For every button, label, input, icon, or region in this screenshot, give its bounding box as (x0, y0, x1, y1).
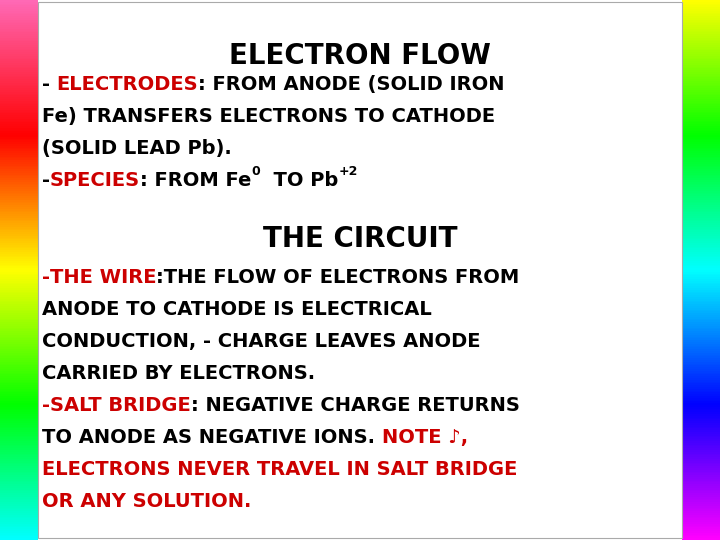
Text: 0: 0 (251, 165, 260, 178)
Text: : NEGATIVE CHARGE RETURNS: : NEGATIVE CHARGE RETURNS (191, 396, 520, 415)
Text: -: - (42, 171, 50, 190)
Text: -: - (42, 268, 50, 287)
Text: ANODE TO CATHODE IS ELECTRICAL: ANODE TO CATHODE IS ELECTRICAL (42, 300, 432, 319)
Text: CONDUCTION, - CHARGE LEAVES ANODE: CONDUCTION, - CHARGE LEAVES ANODE (42, 332, 480, 351)
Text: NOTE ♪,: NOTE ♪, (382, 428, 468, 447)
Text: Fe) TRANSFERS ELECTRONS TO CATHODE: Fe) TRANSFERS ELECTRONS TO CATHODE (42, 107, 495, 126)
Text: THE CIRCUIT: THE CIRCUIT (263, 225, 457, 253)
Text: : FROM Fe: : FROM Fe (140, 171, 251, 190)
Text: TO ANODE AS NEGATIVE IONS.: TO ANODE AS NEGATIVE IONS. (42, 428, 382, 447)
Text: OR ANY SOLUTION.: OR ANY SOLUTION. (42, 492, 251, 511)
Text: :THE FLOW OF ELECTRONS FROM: :THE FLOW OF ELECTRONS FROM (156, 268, 520, 287)
Text: -: - (42, 75, 57, 94)
Text: ELECTRODES: ELECTRODES (57, 75, 199, 94)
Text: TO Pb: TO Pb (260, 171, 338, 190)
Text: SALT BRIDGE: SALT BRIDGE (50, 396, 191, 415)
Text: ELECTRON FLOW: ELECTRON FLOW (229, 42, 491, 70)
FancyBboxPatch shape (38, 2, 682, 538)
Text: ELECTRONS NEVER TRAVEL IN SALT BRIDGE: ELECTRONS NEVER TRAVEL IN SALT BRIDGE (42, 460, 518, 479)
Text: CARRIED BY ELECTRONS.: CARRIED BY ELECTRONS. (42, 364, 315, 383)
Text: : FROM ANODE (SOLID IRON: : FROM ANODE (SOLID IRON (199, 75, 505, 94)
Text: -: - (42, 396, 50, 415)
Text: THE WIRE: THE WIRE (50, 268, 156, 287)
Text: SPECIES: SPECIES (50, 171, 140, 190)
Text: (SOLID LEAD Pb).: (SOLID LEAD Pb). (42, 139, 232, 158)
Text: +2: +2 (338, 165, 358, 178)
